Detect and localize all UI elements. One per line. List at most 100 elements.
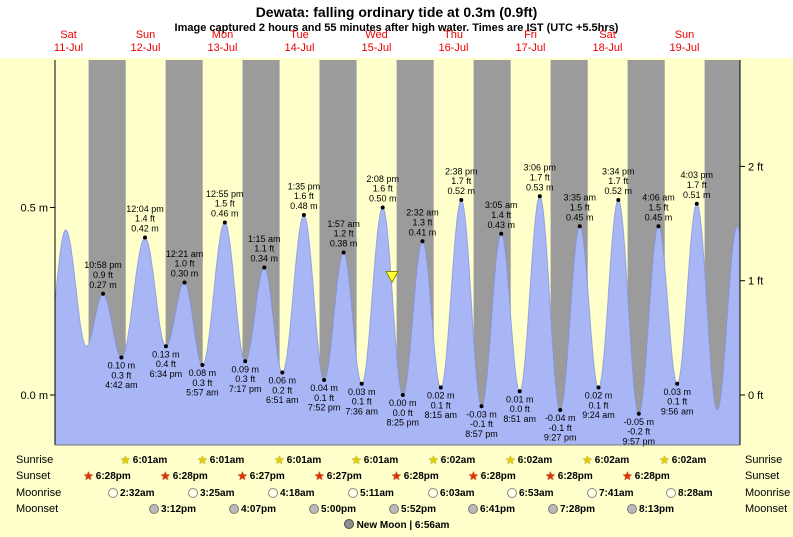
sunrise-event: ★ 6:01am xyxy=(274,453,321,467)
moonset-event: 7:28pm xyxy=(548,502,595,516)
tide-annotation-line: 0.3 ft xyxy=(235,374,256,384)
moonrise-circle xyxy=(587,488,597,498)
tide-extreme-dot xyxy=(636,411,641,416)
moonrise-circle xyxy=(428,488,438,498)
sunset-star: ★ xyxy=(391,469,402,483)
tide-annotation-line: 8:57 pm xyxy=(465,429,498,439)
tide-annotation-line: 7:52 pm xyxy=(308,403,341,413)
tide-annotation-line: 9:24 am xyxy=(582,410,615,420)
tide-annotation-line: 6:51 am xyxy=(266,395,299,405)
tide-extreme-dot xyxy=(143,235,147,240)
moonrise-row-label-left: Moonrise xyxy=(16,487,62,499)
day-date-label: 12-Jul xyxy=(131,42,161,54)
moonset-circle xyxy=(548,504,558,514)
sunrise-row-label-left: Sunrise xyxy=(16,454,54,466)
day-date-label: 16-Jul xyxy=(439,42,469,54)
moonset-time: 7:28pm xyxy=(560,503,596,515)
sunset-event: ★ 6:28pm xyxy=(622,469,670,483)
sunset-star: ★ xyxy=(468,469,479,483)
sunset-row-label-right: Sunset xyxy=(745,470,780,482)
tide-annotation-line: 3:06 pm xyxy=(524,163,557,173)
moonrise-event: 4:18am xyxy=(268,486,314,500)
tide-annotation-line: 0.38 m xyxy=(330,239,358,249)
tide-extreme-dot xyxy=(182,280,187,285)
tide-extreme-dot xyxy=(359,381,364,386)
moonrise-circle xyxy=(507,488,517,498)
tide-annotation-line: 0.1 ft xyxy=(314,393,335,403)
tide-annotation-line: 0.2 ft xyxy=(272,385,293,395)
sunrise-star: ★ xyxy=(428,453,439,467)
sunrise-time: 6:02am xyxy=(594,454,630,466)
sunrise-star: ★ xyxy=(197,453,208,467)
tide-annotation-line: 12:21 am xyxy=(166,249,204,259)
tide-annotation-line: 0.03 m xyxy=(348,387,376,397)
tide-extreme-dot xyxy=(577,224,582,229)
sunrise-time: 6:02am xyxy=(517,454,553,466)
day-name-label: Wed xyxy=(365,29,387,41)
tide-annotation-line: 0.34 m xyxy=(251,254,279,264)
tide-annotation-line: -0.1 ft xyxy=(470,419,494,429)
sunrise-time: 6:02am xyxy=(440,454,476,466)
sunrise-time: 6:01am xyxy=(286,454,322,466)
tide-annotation-line: 10:58 pm xyxy=(84,260,122,270)
moonrise-event: 6:53am xyxy=(507,486,553,500)
tide-annotation-line: 9:56 am xyxy=(661,406,694,416)
tide-annotation-line: 1.4 ft xyxy=(135,214,156,224)
sunrise-event: ★ 6:01am xyxy=(351,453,398,467)
sunrise-star: ★ xyxy=(659,453,670,467)
right-axis-label: 2 ft xyxy=(748,161,763,173)
tide-extreme-dot xyxy=(400,393,405,397)
moonrise-row-label-right: Moonrise xyxy=(745,487,791,499)
moonset-event: 8:13pm xyxy=(627,502,674,516)
sunset-time: 6:27pm xyxy=(249,470,285,482)
moonset-time: 5:52pm xyxy=(401,503,437,515)
tide-annotation-line: 0.45 m xyxy=(566,212,594,222)
moonrise-event: 2:32am xyxy=(108,486,154,500)
tide-extreme-dot xyxy=(280,370,285,375)
moonrise-circle xyxy=(108,488,118,498)
moonrise-time: 3:25am xyxy=(200,487,235,499)
tide-annotation-line: 7:36 am xyxy=(345,406,378,416)
sunset-event: ★ 6:28pm xyxy=(83,469,131,483)
tide-annotation-line: 0.52 m xyxy=(448,186,476,196)
tide-annotation-line: 0.52 m xyxy=(605,186,633,196)
sunrise-event: ★ 6:02am xyxy=(505,453,552,467)
day-date-label: 13-Jul xyxy=(208,42,238,54)
tide-extreme-dot xyxy=(675,381,680,386)
sunrise-star: ★ xyxy=(351,453,362,467)
sunset-event: ★ 6:28pm xyxy=(468,469,516,483)
moonrise-event: 8:28am xyxy=(666,486,712,500)
day-name-label: Sun xyxy=(136,29,156,41)
tide-annotation-line: 1.7 ft xyxy=(530,172,551,182)
sunset-time: 6:28pm xyxy=(172,470,208,482)
tide-extreme-dot xyxy=(262,265,267,270)
moonset-time: 4:07pm xyxy=(241,503,277,515)
tide-annotation-line: 3:35 am xyxy=(564,193,597,203)
tide-annotation-line: 8:15 am xyxy=(425,410,458,420)
tide-annotation-line: 0.43 m xyxy=(487,220,515,230)
moonset-event: 5:00pm xyxy=(309,502,356,516)
tide-annotation-line: 0.4 ft xyxy=(156,359,177,369)
sunrise-event: ★ 6:02am xyxy=(582,453,629,467)
sunrise-star: ★ xyxy=(582,453,593,467)
tide-annotation-line: 9:57 pm xyxy=(623,436,656,446)
moonrise-event: 7:41am xyxy=(587,486,633,500)
moonrise-time: 4:18am xyxy=(280,487,315,499)
day-name-label: Thu xyxy=(444,29,463,41)
tide-annotation-line: 0.46 m xyxy=(211,209,239,219)
tide-extreme-dot xyxy=(119,355,124,360)
tide-annotation-line: 1.4 ft xyxy=(491,210,512,220)
day-name-label: Sat xyxy=(60,29,77,41)
tide-annotation-line: 0.1 ft xyxy=(667,397,688,407)
moonset-time: 6:41pm xyxy=(480,503,516,515)
day-date-label: 11-Jul xyxy=(54,42,83,54)
tide-annotation-line: 0.3 ft xyxy=(192,378,213,388)
moonset-time: 5:00pm xyxy=(321,503,357,515)
tide-extreme-dot xyxy=(222,220,227,225)
sunset-time: 6:28pm xyxy=(480,470,516,482)
moonrise-time: 6:53am xyxy=(519,487,554,499)
tide-annotation-line: 0.0 ft xyxy=(510,404,531,414)
moonrise-event: 6:03am xyxy=(428,486,474,500)
right-axis-label: 0 ft xyxy=(748,390,763,402)
